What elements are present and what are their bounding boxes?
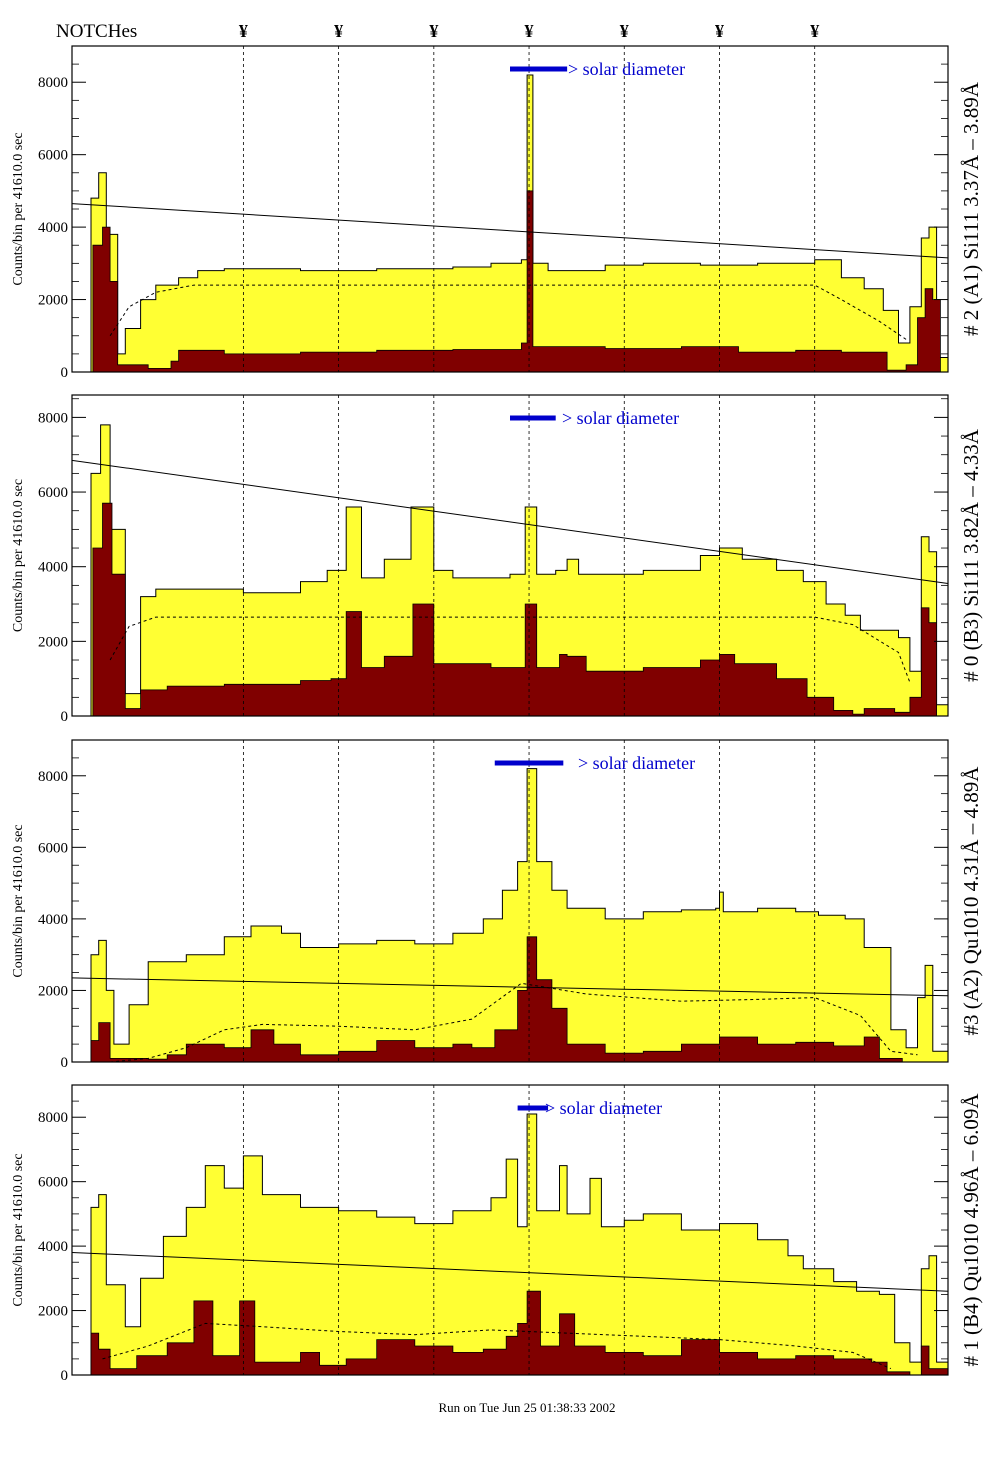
solar-diameter-label: > solar diameter [545,1098,662,1118]
notch-marker: ¥ [429,21,438,41]
chart-panel-4: 0 2000 4000 6000 8000 Counts/bin per 41610.0 … [11,1084,983,1384]
total-counts-area [72,768,949,1063]
mean-curve [110,982,918,1063]
subset-counts-area [72,502,948,717]
panel-right-label: # 2 (A1) Si111 3.37Å – 3.89Å [959,81,983,336]
notch-marker: ¥ [620,21,629,41]
y-tick-label: 4000 [38,220,68,236]
y-tick-label: 4000 [38,1239,68,1255]
y-tick-label: 6000 [38,148,68,164]
y-tick-label: 6000 [38,485,68,501]
notches-label: NOTCHes [56,21,137,42]
y-tick-label: 4000 [38,912,68,928]
subset-counts-area [72,936,948,1063]
mean-curve [109,284,907,340]
y-axis-label: Counts/bin per 41610.0 sec [11,1153,26,1306]
y-tick-label: 2000 [38,983,68,999]
y-tick-label: 8000 [38,410,68,426]
y-tick-label: 6000 [38,1175,68,1191]
notch-marker: ¥ [239,21,248,41]
y-tick-label: 0 [61,365,69,381]
y-tick-label: 6000 [38,840,68,856]
subset-counts-area [72,1290,949,1376]
y-tick-label: 0 [61,1055,69,1071]
y-tick-label: 0 [61,1368,69,1384]
y-tick-label: 8000 [38,75,68,91]
chart-panel-3: 0 2000 4000 6000 8000 Counts/bin per 41610.0 … [11,739,983,1071]
notch-marker: ¥ [525,21,534,41]
panel-right-label: # 1 (B4) Qu1010 4.96Å – 6.09Å [959,1093,983,1367]
solar-diameter-label: > solar diameter [578,753,695,773]
solar-diameter-label: > solar diameter [568,59,685,79]
chart-panel-2: 0 2000 4000 6000 8000 Counts/bin per 41610.0 … [11,394,983,725]
y-tick-label: 4000 [38,560,68,576]
y-axis-label: Counts/bin per 41610.0 sec [11,132,26,285]
panel-right-label: # 0 (B3) Si111 3.82Å – 4.33Å [959,428,983,682]
y-tick-label: 0 [61,709,69,725]
notch-marker: ¥ [334,21,343,41]
mean-curve [102,1322,892,1370]
total-counts-area [72,74,949,373]
y-tick-label: 8000 [38,769,68,785]
subset-counts-area [72,190,948,373]
run-timestamp: Run on Tue Jun 25 01:38:33 2002 [439,1400,616,1415]
trend-line [71,459,949,584]
mean-curve [109,616,911,683]
trend-line [71,203,949,259]
chart-panel-1: 0 2000 4000 6000 8000 Counts/bin per 41610.0 … [11,45,983,381]
panel-frame [71,394,949,717]
y-tick-label: 2000 [38,293,68,309]
panel-right-label: #3 (A2) Qu1010 4.31Å – 4.89Å [959,766,983,1036]
y-tick-label: 8000 [38,1110,68,1126]
solar-diameter-label: > solar diameter [562,408,679,428]
y-tick-label: 2000 [38,1304,68,1320]
notch-marker: ¥ [810,21,819,41]
y-axis-label: Counts/bin per 41610.0 sec [11,479,26,632]
trend-line [71,977,949,997]
total-counts-area [72,1113,949,1376]
y-tick-label: 2000 [38,634,68,650]
y-axis-label: Counts/bin per 41610.0 sec [11,824,26,977]
total-counts-area [72,424,949,717]
notch-marker: ¥ [715,21,724,41]
trend-line [71,1252,949,1292]
